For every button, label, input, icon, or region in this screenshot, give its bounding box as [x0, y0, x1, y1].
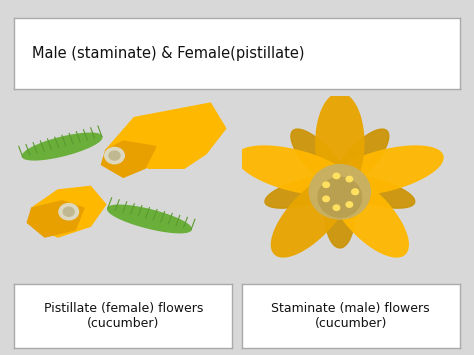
Polygon shape [325, 175, 355, 248]
Polygon shape [108, 205, 191, 233]
Ellipse shape [346, 176, 353, 182]
Polygon shape [328, 173, 408, 257]
Ellipse shape [323, 196, 329, 202]
Polygon shape [265, 175, 348, 208]
Polygon shape [101, 141, 156, 177]
Text: Pistillate (female) flowers
(cucumber): Pistillate (female) flowers (cucumber) [44, 302, 203, 330]
Ellipse shape [333, 173, 340, 179]
Ellipse shape [323, 182, 329, 187]
Polygon shape [328, 146, 443, 195]
Polygon shape [316, 93, 364, 193]
Polygon shape [32, 186, 106, 237]
Ellipse shape [105, 147, 124, 164]
Polygon shape [22, 133, 102, 160]
Polygon shape [332, 129, 389, 190]
Polygon shape [27, 201, 84, 237]
Ellipse shape [333, 205, 340, 211]
Text: Staminate (male) flowers
(cucumber): Staminate (male) flowers (cucumber) [272, 302, 430, 330]
Ellipse shape [352, 189, 358, 195]
Ellipse shape [318, 177, 362, 217]
Ellipse shape [352, 189, 358, 195]
Polygon shape [291, 129, 348, 190]
Text: Male (staminate) & Female(pistillate): Male (staminate) & Female(pistillate) [32, 46, 304, 61]
Polygon shape [272, 173, 352, 257]
Ellipse shape [63, 207, 74, 216]
Polygon shape [106, 103, 226, 168]
Ellipse shape [109, 151, 120, 160]
Ellipse shape [310, 165, 370, 219]
Ellipse shape [346, 202, 353, 207]
Ellipse shape [59, 203, 79, 220]
Polygon shape [237, 146, 352, 195]
Polygon shape [331, 175, 415, 208]
